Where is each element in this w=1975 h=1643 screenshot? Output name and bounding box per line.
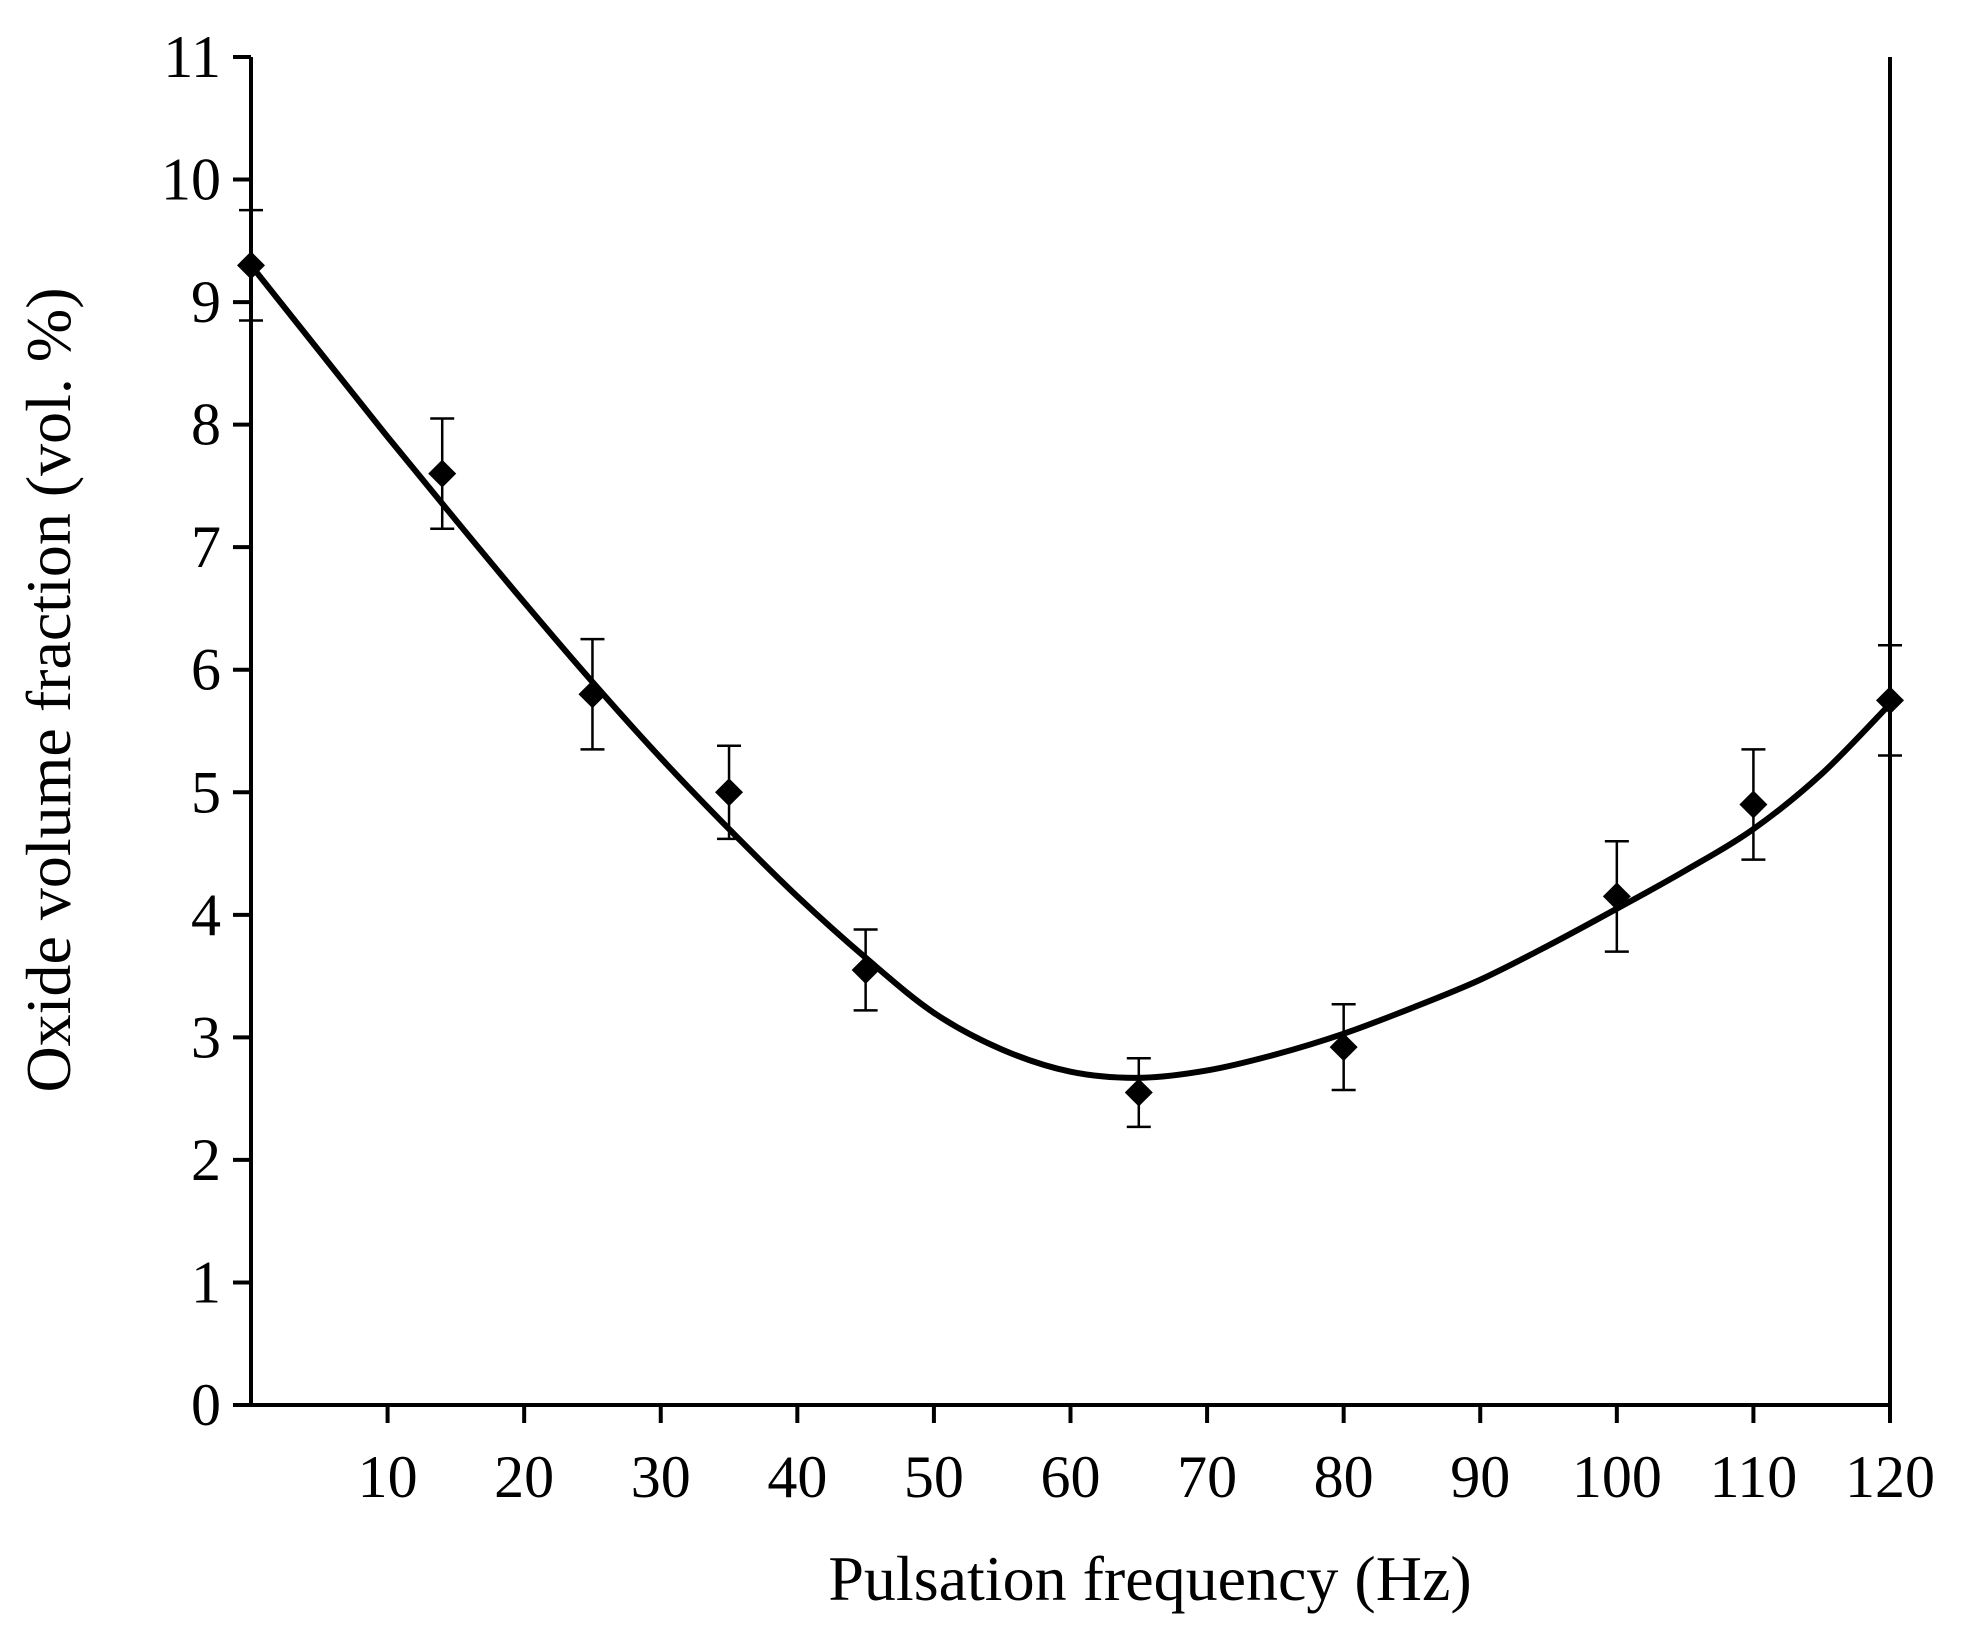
x-tick-label: 40 xyxy=(767,1444,827,1510)
x-tick-label: 50 xyxy=(904,1444,964,1510)
x-tick-label: 100 xyxy=(1572,1444,1662,1510)
x-tick-label: 20 xyxy=(494,1444,554,1510)
y-tick-label: 11 xyxy=(163,24,221,90)
fit-curve-layer xyxy=(248,263,1893,1081)
data-point xyxy=(237,251,265,280)
x-tick-label: 70 xyxy=(1177,1444,1237,1510)
x-tick-label: 120 xyxy=(1845,1444,1935,1510)
fit-curve xyxy=(248,263,1893,1081)
x-tick-label: 10 xyxy=(358,1444,418,1510)
axes xyxy=(249,57,1892,1407)
x-tick-label: 110 xyxy=(1710,1444,1798,1510)
data-point xyxy=(851,955,880,984)
y-tick-label: 9 xyxy=(191,269,221,335)
y-tick-label: 2 xyxy=(191,1127,221,1193)
x-tick-label: 90 xyxy=(1450,1444,1510,1510)
data-point xyxy=(1124,1078,1153,1107)
y-tick-label: 6 xyxy=(191,637,221,703)
y-tick-label: 8 xyxy=(191,392,221,458)
data-point xyxy=(1739,790,1768,819)
y-tick-label: 0 xyxy=(191,1372,221,1438)
y-tick-label: 3 xyxy=(191,1004,221,1070)
data-point xyxy=(1876,686,1904,715)
y-axis-title: Oxide volume fraction (vol. %) xyxy=(13,287,84,1092)
y-tick-label: 5 xyxy=(191,759,221,825)
data-point xyxy=(1602,882,1631,911)
data-point xyxy=(1329,1033,1358,1062)
data-point xyxy=(428,459,457,488)
error-bars xyxy=(239,208,1902,1129)
data-point xyxy=(578,680,607,709)
y-tick-label: 7 xyxy=(191,514,221,580)
ticks: 0 1 2 3 4 5 6 7 8 9 10 11 10 20 30 40 50 60 70 80 90 100 110 12… xyxy=(161,24,1935,1510)
data-markers xyxy=(237,251,1904,1107)
x-tick-label: 30 xyxy=(631,1444,691,1510)
y-tick-label: 4 xyxy=(191,882,221,948)
x-axis-title: Pulsation frequency (Hz) xyxy=(828,1543,1471,1614)
x-tick-label: 60 xyxy=(1041,1444,1101,1510)
x-tick-label: 80 xyxy=(1314,1444,1374,1510)
y-tick-label: 10 xyxy=(161,147,221,213)
y-tick-label: 1 xyxy=(191,1249,221,1315)
data-point xyxy=(715,778,744,807)
